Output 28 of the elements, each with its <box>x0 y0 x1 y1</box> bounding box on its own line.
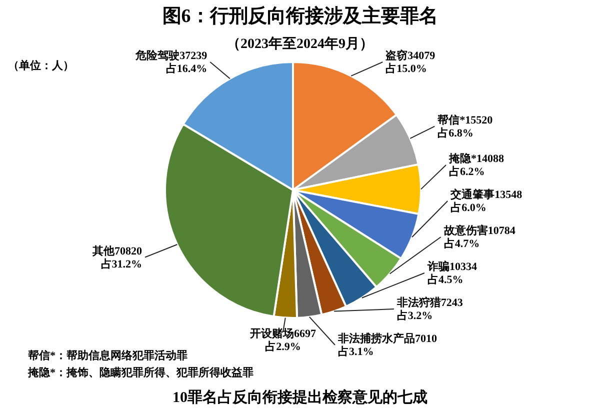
slice-label: 非法捕捞水产品7010 <box>337 332 438 345</box>
slice-label: 其他70820 <box>92 244 143 258</box>
data-label: 占4.7% <box>444 237 480 250</box>
slice-label: 故意伤害10784 <box>442 224 516 237</box>
data-label: 占2.9% <box>265 340 301 353</box>
data-label: 占4.5% <box>427 273 464 286</box>
text: （单位：人） <box>8 59 74 72</box>
data-label: 占6.0% <box>450 201 486 214</box>
slice-label: 非法狩猎7243 <box>396 296 464 309</box>
slice-label: 危险驾驶37239 <box>134 49 208 62</box>
chart-subtitle: （2023年至2024年9月） <box>226 36 374 52</box>
data-label: 占31.2% <box>100 257 142 270</box>
slice-label: 诈骗10334 <box>426 260 478 273</box>
text: 掩隐*：掩饰、隐瞒犯罪所得、犯罪所得收益罪 <box>27 366 254 379</box>
slice-label: 交通肇事13548 <box>450 188 523 201</box>
data-label: 占15.0% <box>386 62 427 75</box>
slice-label: 掩隐*14088 <box>448 152 505 165</box>
slice-label: 开设赌场6697 <box>249 327 316 340</box>
text: 帮信*：帮助信息网络犯罪活动罪 <box>27 349 188 362</box>
data-label: 占16.4% <box>166 62 208 75</box>
data-label: 占3.2% <box>396 309 433 322</box>
slice-label: 帮信*15520 <box>436 113 494 126</box>
data-label: 占3.1% <box>338 345 374 358</box>
data-label: 占6.2% <box>449 165 485 178</box>
slice-label: 盗窃34079 <box>386 49 436 62</box>
chart-title: 图6：行刑反向衔接涉及主要罪名 <box>162 5 438 27</box>
text: 10罪名占反向衔接提出检察意见的七成 <box>172 388 428 406</box>
data-label: 占6.8% <box>438 126 474 140</box>
